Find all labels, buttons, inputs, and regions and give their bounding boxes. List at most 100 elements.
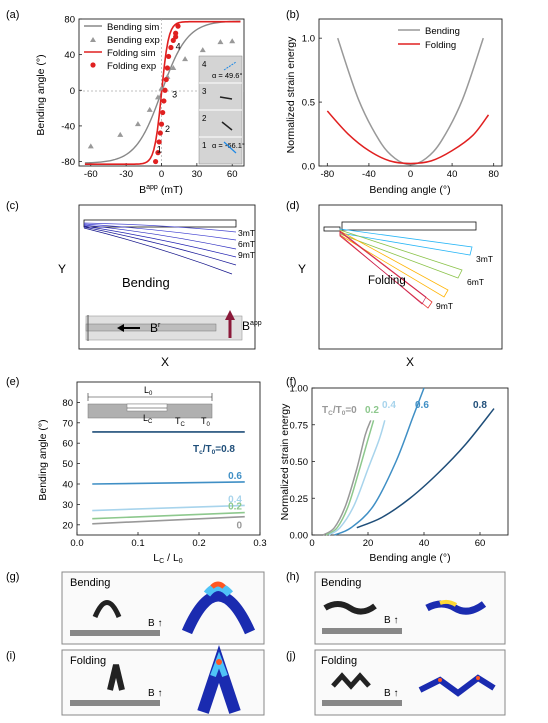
beam-rest-c — [83, 219, 237, 228]
photo-panel-h: Bending B ↑ — [314, 571, 506, 645]
series-label-e: 0.6 — [228, 471, 242, 482]
chart-f: 0 20 40 600.000.250.500.751.00 TC/T0=0 0.2 0… — [279, 384, 509, 564]
point-label: 1 — [157, 145, 162, 155]
folding-exp-point — [175, 23, 181, 29]
panel-label-h: (h) — [286, 571, 299, 583]
y-tick-label: -40 — [61, 121, 75, 132]
b-label-h: B ↑ — [384, 615, 398, 626]
x-tick-label: 80 — [488, 169, 499, 180]
sim-title-d: Folding — [368, 275, 406, 287]
series-label-f: 0.6 — [415, 400, 429, 411]
x-tick-label: -60 — [84, 169, 98, 180]
x-tick-label: 20 — [363, 538, 374, 549]
x-tick-label: 0 — [309, 538, 314, 549]
fem-wave-h — [425, 600, 487, 615]
series-tc-0.6 — [334, 387, 425, 536]
sample-fold-i — [107, 664, 125, 691]
panel-label-a: (a) — [6, 9, 19, 21]
x-tick-label: 30 — [192, 169, 203, 180]
plot-frame-e — [76, 381, 261, 536]
y-tick-label: 0 — [70, 86, 75, 97]
legend-f-prefix: TC/T0=0 — [322, 405, 357, 417]
y-tick-label: 0.50 — [290, 457, 309, 468]
frame-d — [318, 204, 503, 350]
x-tick-label: 0 — [159, 169, 164, 180]
y-tick-label: 70 — [62, 418, 73, 429]
inset-lc: LC — [143, 413, 153, 425]
x-tick-label: -80 — [320, 169, 334, 180]
series-label-e: 0 — [236, 521, 242, 532]
sample-zigzag-j — [331, 672, 371, 690]
legend-a-bending-sim: Bending sim — [107, 22, 159, 33]
series-tc-0.6 — [92, 481, 245, 485]
panel-label-g: (g) — [6, 571, 19, 583]
folding-exp-point — [156, 139, 162, 145]
xlabel-b: Bending angle (°) — [369, 184, 450, 196]
y-tick-label: 1.00 — [290, 384, 309, 395]
x-tick-label: 60 — [475, 538, 486, 549]
legend-a-folding-sim: Folding sim — [107, 48, 156, 59]
field-label-d-9: 9mT — [436, 301, 453, 311]
legend-a-bending-exp: Bending exp — [107, 35, 160, 46]
series-tc-0.2 — [325, 420, 375, 536]
photo-title-i: Folding — [70, 655, 106, 667]
y-tick-label: 40 — [62, 480, 73, 491]
inset-photos-a: 4 3 2 1 α = 49.6° α = -66.1° — [198, 55, 245, 165]
b-label-g: B ↑ — [148, 618, 162, 629]
bending-exp-point — [117, 131, 124, 137]
x-tick-label: 40 — [419, 538, 430, 549]
point-label: 3 — [172, 89, 177, 99]
axis-x-c: X — [161, 355, 169, 369]
inset-t0: T0 — [201, 416, 211, 428]
sample-arch-g — [92, 600, 122, 619]
legend-b-folding: Folding — [425, 40, 456, 51]
y-tick-label: 0.25 — [290, 494, 309, 505]
inset-tc: TC — [175, 416, 186, 428]
xlabel-a: Bapp (mT) — [139, 184, 183, 196]
y-tick-label: 1.0 — [302, 34, 315, 45]
field-label-d-3: 3mT — [476, 254, 493, 264]
ylabel-f: Normalized strain energy — [279, 403, 291, 520]
y-tick-label: 0.0 — [302, 162, 315, 173]
point-label: 4 — [176, 41, 181, 51]
sim-title-c: Bending — [122, 275, 170, 290]
panel-label-c: (c) — [6, 200, 19, 212]
bending-exp-point — [229, 38, 236, 44]
field-label-c-9: 9mT — [238, 250, 255, 260]
axis-y-d: Y — [298, 262, 306, 276]
panel-label-e: (e) — [6, 376, 19, 388]
ylabel-b: Normalized strain energy — [285, 36, 297, 153]
x-tick-label: 0.2 — [192, 538, 205, 549]
bending-exp-point — [170, 65, 177, 70]
xlabel-f: Bending angle (°) — [369, 552, 450, 564]
legend-a-circle — [90, 62, 96, 68]
x-tick-label: -30 — [119, 169, 133, 180]
inset-label-3: 3 — [202, 87, 207, 96]
x-tick-label: 60 — [227, 169, 238, 180]
inset-label-1: 1 — [202, 141, 207, 150]
folding-exp-point — [160, 109, 166, 116]
ylabel-e: Bending angle (°) — [37, 419, 49, 500]
panel-label-j: (j) — [286, 650, 296, 662]
panel-label-f: (f) — [286, 376, 296, 388]
y-tick-label: 80 — [64, 15, 75, 26]
field-label-c-6: 6mT — [238, 239, 255, 249]
bending-exp-point — [146, 106, 153, 112]
b-label-i: B ↑ — [148, 688, 162, 699]
folding-exp-point — [163, 76, 169, 83]
y-tick-label: 30 — [62, 500, 73, 511]
series-tc-0.4 — [92, 504, 245, 512]
folding-exp-point — [158, 121, 165, 127]
folding-exp-point — [173, 34, 179, 40]
folding-exp-point — [162, 87, 168, 93]
axis-x-d: X — [406, 355, 414, 369]
folding-exp-point — [161, 98, 167, 104]
fem-arch-g — [181, 590, 256, 635]
bending-exp-point — [154, 94, 161, 100]
bending-exp-point — [182, 56, 189, 62]
folding-exp-point — [155, 150, 161, 156]
field-label-d-6: 6mT — [467, 277, 484, 287]
y-tick-label: 80 — [62, 398, 73, 409]
series-label-e: 0.2 — [228, 502, 242, 513]
